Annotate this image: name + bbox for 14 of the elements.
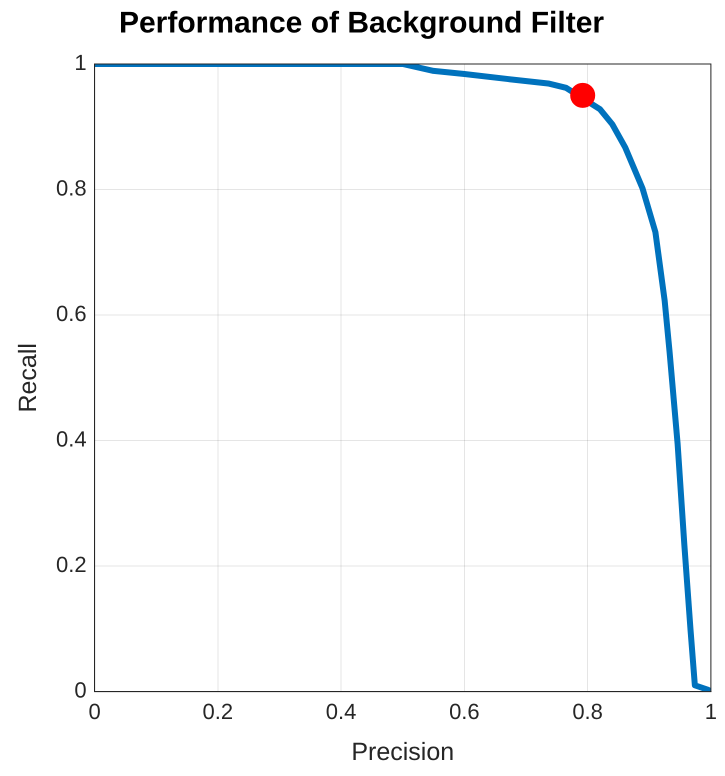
x-tick-label: 0.2 (202, 698, 234, 724)
x-tick-label: 1 (704, 698, 718, 724)
y-axis-title: Recall (14, 343, 42, 413)
x-axis-title: Precision (351, 738, 454, 766)
x-tick-label: 0.8 (572, 698, 603, 724)
x-tick-label: 0.6 (449, 698, 480, 724)
y-tick-label: 0.6 (56, 301, 87, 326)
y-tick-label: 0.4 (56, 426, 87, 452)
y-tick-label: 0 (74, 678, 87, 703)
chart-title: Performance of Background Filter (118, 6, 604, 40)
x-tick-label: 0.4 (326, 698, 356, 724)
y-tick-label: 1 (74, 50, 87, 76)
y-tick-label: 0.2 (56, 552, 87, 578)
y-tick-label: 0.8 (56, 176, 87, 201)
